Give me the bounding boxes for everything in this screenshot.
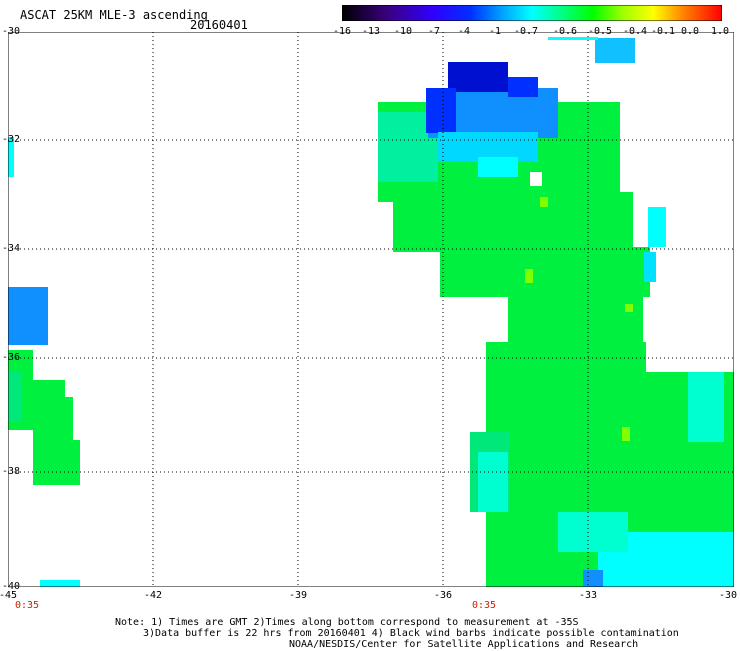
colorbar — [342, 5, 722, 21]
latitude-label: -30 — [2, 26, 21, 37]
longitude-label: -30 — [718, 590, 738, 601]
pass-time-right: 0:35 — [471, 600, 497, 611]
note-line-2: 3)Data buffer is 22 hrs from 20160401 4)… — [143, 628, 679, 639]
latitude-label: -32 — [2, 134, 21, 145]
pass-time-left: 0:35 — [14, 600, 40, 611]
latitude-label: -38 — [2, 466, 21, 477]
product-date: 20160401 — [190, 18, 248, 32]
data-swaths — [8, 37, 734, 587]
product-title: ASCAT 25KM MLE-3 ascending — [20, 8, 208, 22]
longitude-label: -39 — [288, 590, 308, 601]
lat-lon-grid — [8, 32, 734, 587]
longitude-label: -36 — [433, 590, 453, 601]
longitude-label: -45 — [0, 590, 18, 601]
note-line-3: NOAA/NESDIS/Center for Satellite Applica… — [289, 639, 639, 650]
wind-map — [8, 32, 734, 587]
latitude-label: -40 — [2, 581, 21, 592]
longitude-label: -33 — [578, 590, 598, 601]
latitude-label: -34 — [2, 243, 21, 254]
longitude-label: -42 — [143, 590, 163, 601]
latitude-label: -36 — [2, 352, 21, 363]
note-line-1: Note: 1) Times are GMT 2)Times along bot… — [115, 617, 579, 628]
